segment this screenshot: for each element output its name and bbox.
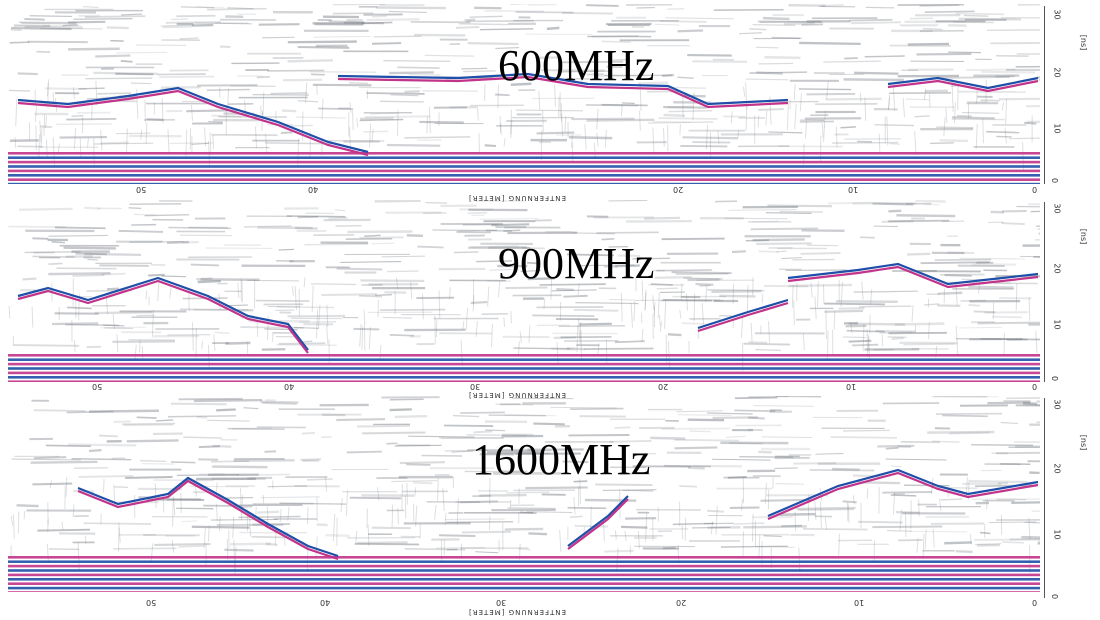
- y-axis-1600: 30 20 10 0 [ns]: [1040, 396, 1100, 618]
- x-tick: 50: [92, 382, 103, 391]
- y-axis-line: [1044, 6, 1045, 184]
- y-tick: 10: [1052, 123, 1062, 134]
- frequency-label: 600MHz: [498, 41, 655, 90]
- x-tick: 40: [284, 382, 295, 391]
- frequency-label: 900MHz: [498, 239, 655, 288]
- y-tick: 10: [1052, 319, 1062, 330]
- radargram-panel-900: 900MHz 50 40 30 20 10 0 ENTFERNUNG [METE…: [8, 200, 1040, 399]
- x-tick: 40: [320, 598, 331, 607]
- x-tick: 50: [146, 598, 157, 607]
- x-tick: 40: [308, 185, 319, 194]
- x-tick: 30: [470, 382, 481, 391]
- radargram-1600-image: [8, 396, 1040, 592]
- y-tick: 30: [1052, 203, 1062, 214]
- y-axis-600: 30 20 10 0 [ns]: [1040, 4, 1100, 192]
- x-tick: 0: [1032, 185, 1038, 194]
- y-axis-line: [1044, 398, 1045, 598]
- frequency-label: 1600MHz: [472, 435, 651, 484]
- x-tick: 0: [1032, 598, 1038, 607]
- y-tick: 20: [1052, 67, 1062, 78]
- radargram-600-image: [8, 4, 1040, 184]
- y-tick: 20: [1052, 463, 1062, 474]
- x-axis-label: ENTFERNUNG [METER]: [468, 608, 566, 616]
- y-axis-900: 30 20 10 0 [ns]: [1040, 200, 1100, 392]
- x-tick: 0: [1032, 382, 1038, 391]
- radargram-panel-600: 600MHz 50 40 20 10 0 ENTFERNUNG [METER]: [8, 4, 1040, 202]
- y-axis-line: [1044, 202, 1045, 382]
- x-tick: 20: [676, 598, 687, 607]
- y-tick: 10: [1052, 529, 1062, 540]
- x-tick: 10: [848, 185, 859, 194]
- y-tick: 30: [1052, 399, 1062, 410]
- x-tick: 10: [854, 598, 865, 607]
- x-tick: 10: [846, 382, 857, 391]
- x-tick: 30: [496, 598, 507, 607]
- y-tick: 20: [1052, 263, 1062, 274]
- y-axis-label: [ns]: [1079, 434, 1089, 451]
- y-axis-label: [ns]: [1079, 34, 1089, 51]
- x-tick: 20: [673, 185, 684, 194]
- y-tick: 30: [1052, 9, 1062, 20]
- x-tick: 20: [658, 382, 669, 391]
- y-tick: 0: [1050, 177, 1060, 184]
- radargram-panel-1600: 1600MHz 50 40 30 20 10 0 ENTFERNUNG [MET…: [8, 396, 1040, 618]
- y-tick: 0: [1050, 593, 1060, 600]
- radargram-900-image: [8, 200, 1040, 382]
- x-tick: 50: [136, 185, 147, 194]
- y-tick: 0: [1050, 375, 1060, 382]
- y-axis-label: [ns]: [1079, 228, 1089, 245]
